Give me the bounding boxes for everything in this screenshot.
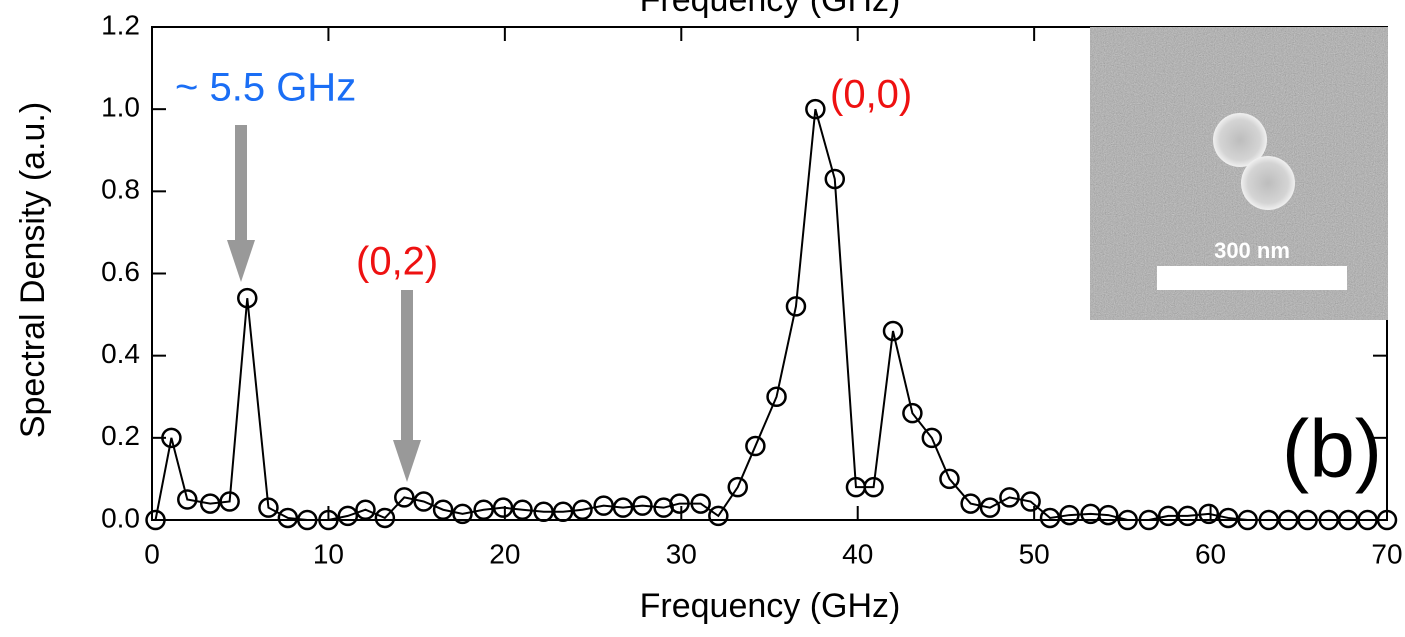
- inset-image: 300 nm: [1090, 27, 1388, 320]
- data-point: [1039, 507, 1061, 529]
- x-tick-label: 60: [1195, 538, 1226, 569]
- data-point: [1059, 504, 1080, 526]
- y-tick-label: 1.2: [101, 9, 140, 40]
- scale-bar-label: 300 nm: [1214, 238, 1290, 263]
- data-point: [1357, 509, 1378, 531]
- data-point: [745, 435, 766, 457]
- data-point: [902, 402, 923, 424]
- data-point: [297, 509, 318, 531]
- annotation: (0,2): [356, 240, 438, 284]
- data-point: [960, 493, 981, 514]
- data-point: [612, 497, 634, 518]
- particle: [1213, 113, 1267, 167]
- data-point: [1020, 491, 1041, 512]
- particle: [1241, 156, 1295, 210]
- data-point: [863, 476, 884, 498]
- data-point: [921, 427, 943, 449]
- data-point: [237, 287, 258, 309]
- y-tick-label: 0.8: [101, 174, 140, 205]
- arrow: [393, 290, 421, 482]
- data-point: [533, 501, 554, 523]
- data-point: [1157, 505, 1179, 527]
- y-tick-label: 0.6: [101, 256, 140, 287]
- data-point: [394, 487, 415, 508]
- data-point: [219, 491, 240, 512]
- data-point: [199, 493, 221, 514]
- data-point: [512, 499, 533, 520]
- scale-bar: [1157, 266, 1347, 290]
- data-point: [882, 320, 904, 342]
- y-axis-label: Spectral Density (a.u.): [14, 102, 52, 438]
- data-point: [999, 487, 1020, 508]
- data-point: [318, 509, 339, 531]
- data-point: [1297, 509, 1318, 531]
- data-point: [492, 497, 514, 518]
- data-point: [766, 386, 787, 407]
- data-point: [572, 499, 593, 520]
- x-tick-label: 70: [1371, 538, 1402, 569]
- data-point: [727, 476, 748, 498]
- y-tick-label: 0.2: [101, 420, 140, 451]
- data-point: [473, 499, 494, 520]
- data-point: [452, 503, 473, 525]
- data-point: [1217, 507, 1239, 529]
- data-point: [177, 489, 198, 510]
- data-point: [1376, 509, 1398, 531]
- x-tick-label: 40: [842, 538, 873, 569]
- data-point: [355, 499, 376, 520]
- data-point: [979, 497, 1001, 518]
- data-point: [1277, 509, 1299, 531]
- data-point: [337, 505, 359, 527]
- annotation: ~ 5.5 GHz: [175, 66, 356, 110]
- y-tick-label: 0.4: [101, 338, 140, 369]
- y-tick-label: 0.0: [101, 502, 140, 533]
- data-point: [552, 501, 574, 523]
- x-tick-label: 10: [313, 538, 344, 569]
- data-point: [432, 499, 454, 520]
- top-axis-label: Frequency (GHz): [640, 0, 901, 19]
- data-point: [593, 495, 614, 516]
- data-point: [145, 509, 166, 531]
- data-point: [413, 491, 434, 512]
- data-point: [1117, 509, 1138, 531]
- data-point: [669, 493, 690, 514]
- data-point: [1258, 509, 1280, 531]
- data-point: [1337, 509, 1359, 531]
- data-point: [1177, 505, 1198, 527]
- x-tick-label: 0: [144, 538, 160, 569]
- data-point: [805, 98, 826, 120]
- x-tick-label: 50: [1019, 538, 1050, 569]
- data-point: [690, 493, 711, 514]
- data-point: [1097, 504, 1119, 526]
- data-point: [161, 427, 182, 449]
- data-point: [824, 168, 846, 190]
- data-point: [785, 296, 807, 317]
- data-point: [258, 497, 279, 518]
- data-point: [1198, 503, 1220, 525]
- data-point: [277, 507, 299, 529]
- data-point: [1138, 509, 1160, 531]
- annotation: (b): [1282, 404, 1382, 495]
- data-point: [939, 468, 960, 490]
- x-axis-label: Frequency (GHz): [640, 587, 901, 625]
- annotation: (0,0): [830, 73, 912, 117]
- data-point: [632, 495, 653, 516]
- data-point: [374, 507, 396, 529]
- data-point: [1318, 509, 1340, 531]
- data-point: [708, 505, 729, 527]
- x-tick-label: 20: [489, 538, 520, 569]
- y-tick-label: 1.0: [101, 92, 140, 123]
- x-tick-label: 30: [666, 538, 697, 569]
- data-point: [1237, 509, 1258, 531]
- arrow: [227, 125, 255, 282]
